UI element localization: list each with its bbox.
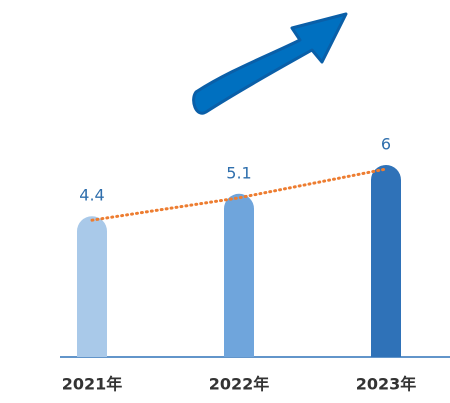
bar: [224, 194, 254, 357]
chart: 4.4 2021年 5.1 2022年 6 2023年: [0, 0, 450, 403]
bar: [77, 216, 107, 357]
value-label: 5.1: [226, 163, 251, 182]
x-tick-label: 2023年: [356, 375, 417, 394]
value-label: 6: [381, 135, 391, 154]
bar: [371, 165, 401, 357]
arrow-icon: [194, 14, 346, 113]
x-tick-label: 2022年: [209, 375, 270, 394]
x-tick-label: 2021年: [62, 375, 123, 394]
value-label: 4.4: [79, 186, 104, 205]
